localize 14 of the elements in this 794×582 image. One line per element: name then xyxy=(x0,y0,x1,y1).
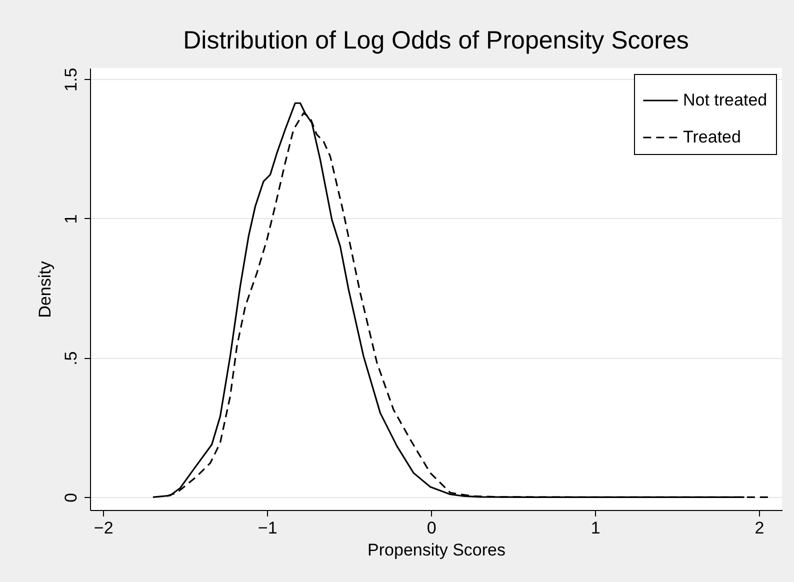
x-tick-label: −1 xyxy=(258,518,278,538)
x-axis-title: Propensity Scores xyxy=(368,540,506,560)
y-tick-label: 1 xyxy=(62,214,80,224)
x-tick-label: 1 xyxy=(590,518,600,538)
chart-title: Distribution of Log Odds of Propensity Scores xyxy=(183,26,689,54)
legend-label: Not treated xyxy=(683,90,768,110)
y-tick-label: 0 xyxy=(62,492,80,502)
x-tick-label: 2 xyxy=(754,518,764,538)
y-tick-label: .5 xyxy=(62,351,80,366)
x-tick-label: 0 xyxy=(426,518,436,538)
y-tick-label: 1.5 xyxy=(62,68,80,92)
legend-label: Treated xyxy=(683,128,741,146)
y-axis-title: Density xyxy=(36,260,54,318)
x-tick-label: −2 xyxy=(94,518,114,538)
